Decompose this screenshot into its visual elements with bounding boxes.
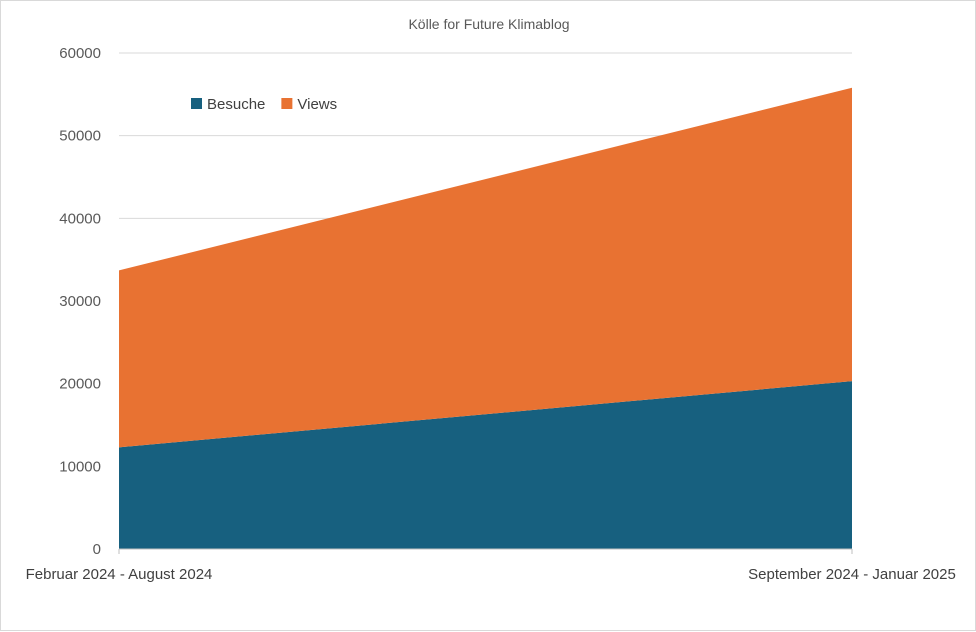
y-tick-label: 50000 xyxy=(59,128,101,145)
chart-title: Kölle for Future Klimablog xyxy=(408,16,569,32)
legend-swatch xyxy=(191,98,202,109)
y-tick-label: 20000 xyxy=(59,376,101,393)
legend: Besuche Views xyxy=(191,96,337,113)
axes: Februar 2024 - August 2024 September 2024… xyxy=(26,548,956,583)
y-tick-label: 60000 xyxy=(59,45,101,62)
area-besuche xyxy=(119,381,852,549)
legend-label: Views xyxy=(297,96,337,113)
y-tick-label: 10000 xyxy=(59,458,101,475)
area-views xyxy=(119,87,852,448)
legend-swatch xyxy=(281,98,293,109)
x-category-label: September 2024 - Januar 2025 xyxy=(748,566,956,583)
y-tick-label: 30000 xyxy=(59,293,101,310)
area-series xyxy=(119,87,852,549)
x-category-label: Februar 2024 - August 2024 xyxy=(26,566,213,583)
gridlines: 0 10000 20000 30000 40000 50000 60000 xyxy=(59,45,852,558)
y-tick-label: 40000 xyxy=(59,210,101,227)
legend-label: Besuche xyxy=(207,96,265,113)
y-tick-label: 0 xyxy=(93,541,101,558)
